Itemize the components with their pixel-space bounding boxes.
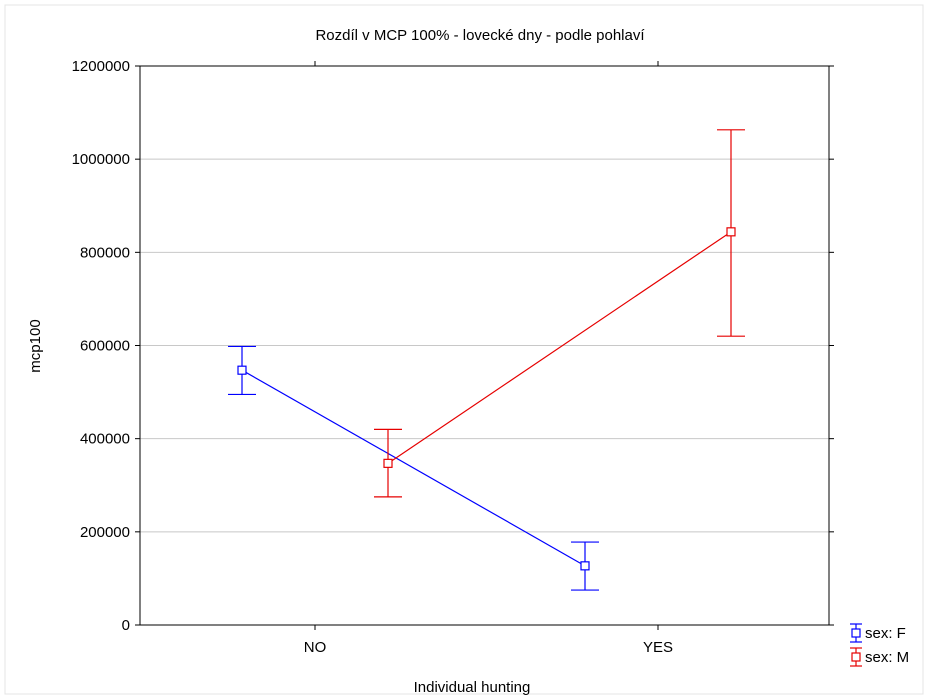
axes-layer: 0 200000 400000 600000 800000 1000000 1200000 N…: [72, 58, 834, 656]
y-axis-title: mcp100: [27, 319, 44, 372]
legend-marker: [851, 628, 861, 638]
legend-entry: sex: F: [850, 623, 906, 643]
legend-entry: sex: M: [850, 647, 909, 667]
data-point: [580, 561, 590, 571]
chart-title: Rozdíl v MCP 100% - lovecké dny - podle …: [315, 27, 645, 44]
chart-frame: [4, 4, 924, 695]
y-tick-label: 400000: [80, 431, 130, 448]
y-tick-label: 800000: [80, 244, 130, 261]
y-tick-label: 600000: [80, 338, 130, 355]
x-tick-label: NO: [304, 639, 327, 656]
series-line: [387, 231, 732, 464]
legend-label: sex: F: [865, 625, 906, 642]
y-tick-label: 1000000: [72, 151, 130, 168]
y-tick-label: 1200000: [72, 58, 130, 75]
series-m: [374, 129, 745, 498]
legend-label: sex: M: [865, 649, 909, 666]
y-tick-label: 0: [122, 617, 130, 634]
data-point: [383, 458, 393, 468]
series-f: [228, 345, 599, 591]
legend: sex: F sex: M: [850, 623, 909, 667]
y-tick-label: 200000: [80, 524, 130, 541]
series-line: [241, 369, 586, 567]
grid-layer: [140, 158, 829, 533]
x-axis-title: Individual hunting: [414, 679, 531, 696]
data-point: [237, 365, 247, 375]
data-point: [726, 227, 736, 237]
legend-marker: [851, 652, 861, 662]
x-tick-label: YES: [643, 639, 673, 656]
series-layer: [228, 129, 745, 591]
